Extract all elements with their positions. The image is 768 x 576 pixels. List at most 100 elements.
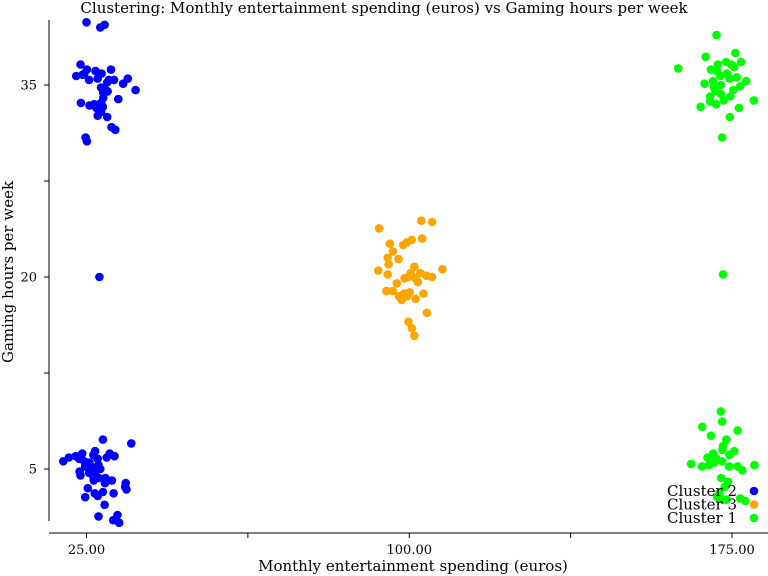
data-point — [718, 270, 728, 279]
legend-marker — [749, 486, 759, 496]
data-point — [109, 489, 118, 498]
data-point — [741, 76, 751, 86]
data-point — [95, 272, 104, 282]
data-point — [123, 74, 133, 83]
data-point — [738, 466, 747, 475]
data-point — [84, 75, 94, 85]
data-point — [388, 247, 398, 256]
data-point — [736, 57, 746, 67]
data-point — [735, 82, 745, 91]
data-point — [392, 279, 402, 288]
data-point — [703, 453, 712, 462]
data-point — [729, 85, 738, 95]
chart-title: Clustering: Monthly entertainment spendi… — [80, 0, 688, 17]
data-point — [102, 78, 112, 87]
data-point — [733, 426, 742, 435]
data-point — [71, 71, 81, 81]
data-point — [697, 462, 707, 471]
data-point — [89, 476, 99, 485]
data-point — [76, 60, 85, 69]
data-point — [80, 492, 90, 502]
data-point — [717, 457, 727, 466]
data-point — [722, 435, 731, 444]
data-point — [725, 74, 734, 83]
data-point — [698, 422, 707, 432]
data-point — [93, 454, 102, 464]
data-point — [100, 20, 109, 30]
data-point — [711, 99, 721, 109]
data-point — [383, 270, 393, 279]
plot-area: 25.00 100.00 175.00 5 20 35 — [20, 18, 768, 558]
data-point — [96, 98, 106, 108]
data-point — [107, 476, 117, 485]
data-point — [720, 482, 729, 492]
data-point — [417, 216, 426, 225]
data-point — [410, 262, 419, 272]
data-point — [686, 459, 696, 469]
data-point — [725, 112, 735, 122]
data-point — [713, 60, 723, 69]
data-point — [83, 483, 93, 493]
data-point — [722, 495, 731, 505]
data-point — [121, 478, 130, 488]
data-point — [93, 491, 102, 501]
legend-label: Cluster 1 — [667, 509, 737, 527]
data-point — [388, 286, 398, 296]
data-point — [701, 52, 710, 62]
data-point — [717, 133, 727, 142]
y-axis-label: Gaming hours per week — [0, 180, 17, 363]
x-tick-label: 175.00 — [709, 543, 755, 558]
data-point — [419, 289, 428, 298]
data-point — [706, 431, 716, 441]
data-point — [109, 75, 119, 85]
y-tick-label: 20 — [20, 271, 37, 286]
data-point — [114, 94, 123, 104]
data-point — [417, 234, 427, 243]
data-point — [71, 451, 80, 461]
data-point — [103, 87, 112, 96]
data-point — [427, 217, 437, 227]
y-tick-label: 35 — [20, 79, 37, 94]
y-axis-ticks: 5 20 35 — [20, 79, 49, 478]
data-point — [731, 48, 740, 58]
y-tick-label: 5 — [29, 463, 37, 478]
data-point — [385, 239, 395, 248]
data-point — [111, 125, 120, 135]
data-point — [750, 460, 759, 470]
legend-label: Cluster 3 — [667, 496, 737, 514]
data-point — [404, 272, 413, 282]
data-points — [59, 18, 759, 528]
data-point — [718, 445, 727, 455]
data-point — [716, 407, 726, 416]
data-point — [726, 92, 735, 101]
data-point — [93, 74, 102, 83]
data-point — [94, 512, 103, 521]
data-point — [404, 317, 413, 327]
data-point — [717, 417, 727, 426]
legend-marker — [749, 500, 759, 509]
data-point — [734, 103, 744, 113]
data-point — [59, 457, 68, 466]
data-point — [704, 460, 714, 470]
data-point — [374, 266, 383, 275]
data-point — [382, 286, 391, 296]
data-point — [76, 98, 86, 108]
data-point — [696, 102, 705, 112]
data-point — [673, 64, 683, 73]
legend-label: Cluster 2 — [667, 482, 737, 500]
data-point — [719, 96, 729, 105]
data-point — [716, 80, 726, 90]
data-point — [127, 439, 136, 448]
data-point — [729, 62, 739, 72]
data-point — [93, 111, 102, 120]
data-point — [122, 485, 131, 494]
data-point — [131, 85, 140, 95]
data-point — [374, 224, 384, 233]
data-point — [716, 473, 726, 483]
data-point — [716, 89, 726, 99]
data-point — [749, 96, 759, 105]
data-point — [81, 133, 90, 142]
data-point — [438, 265, 447, 274]
